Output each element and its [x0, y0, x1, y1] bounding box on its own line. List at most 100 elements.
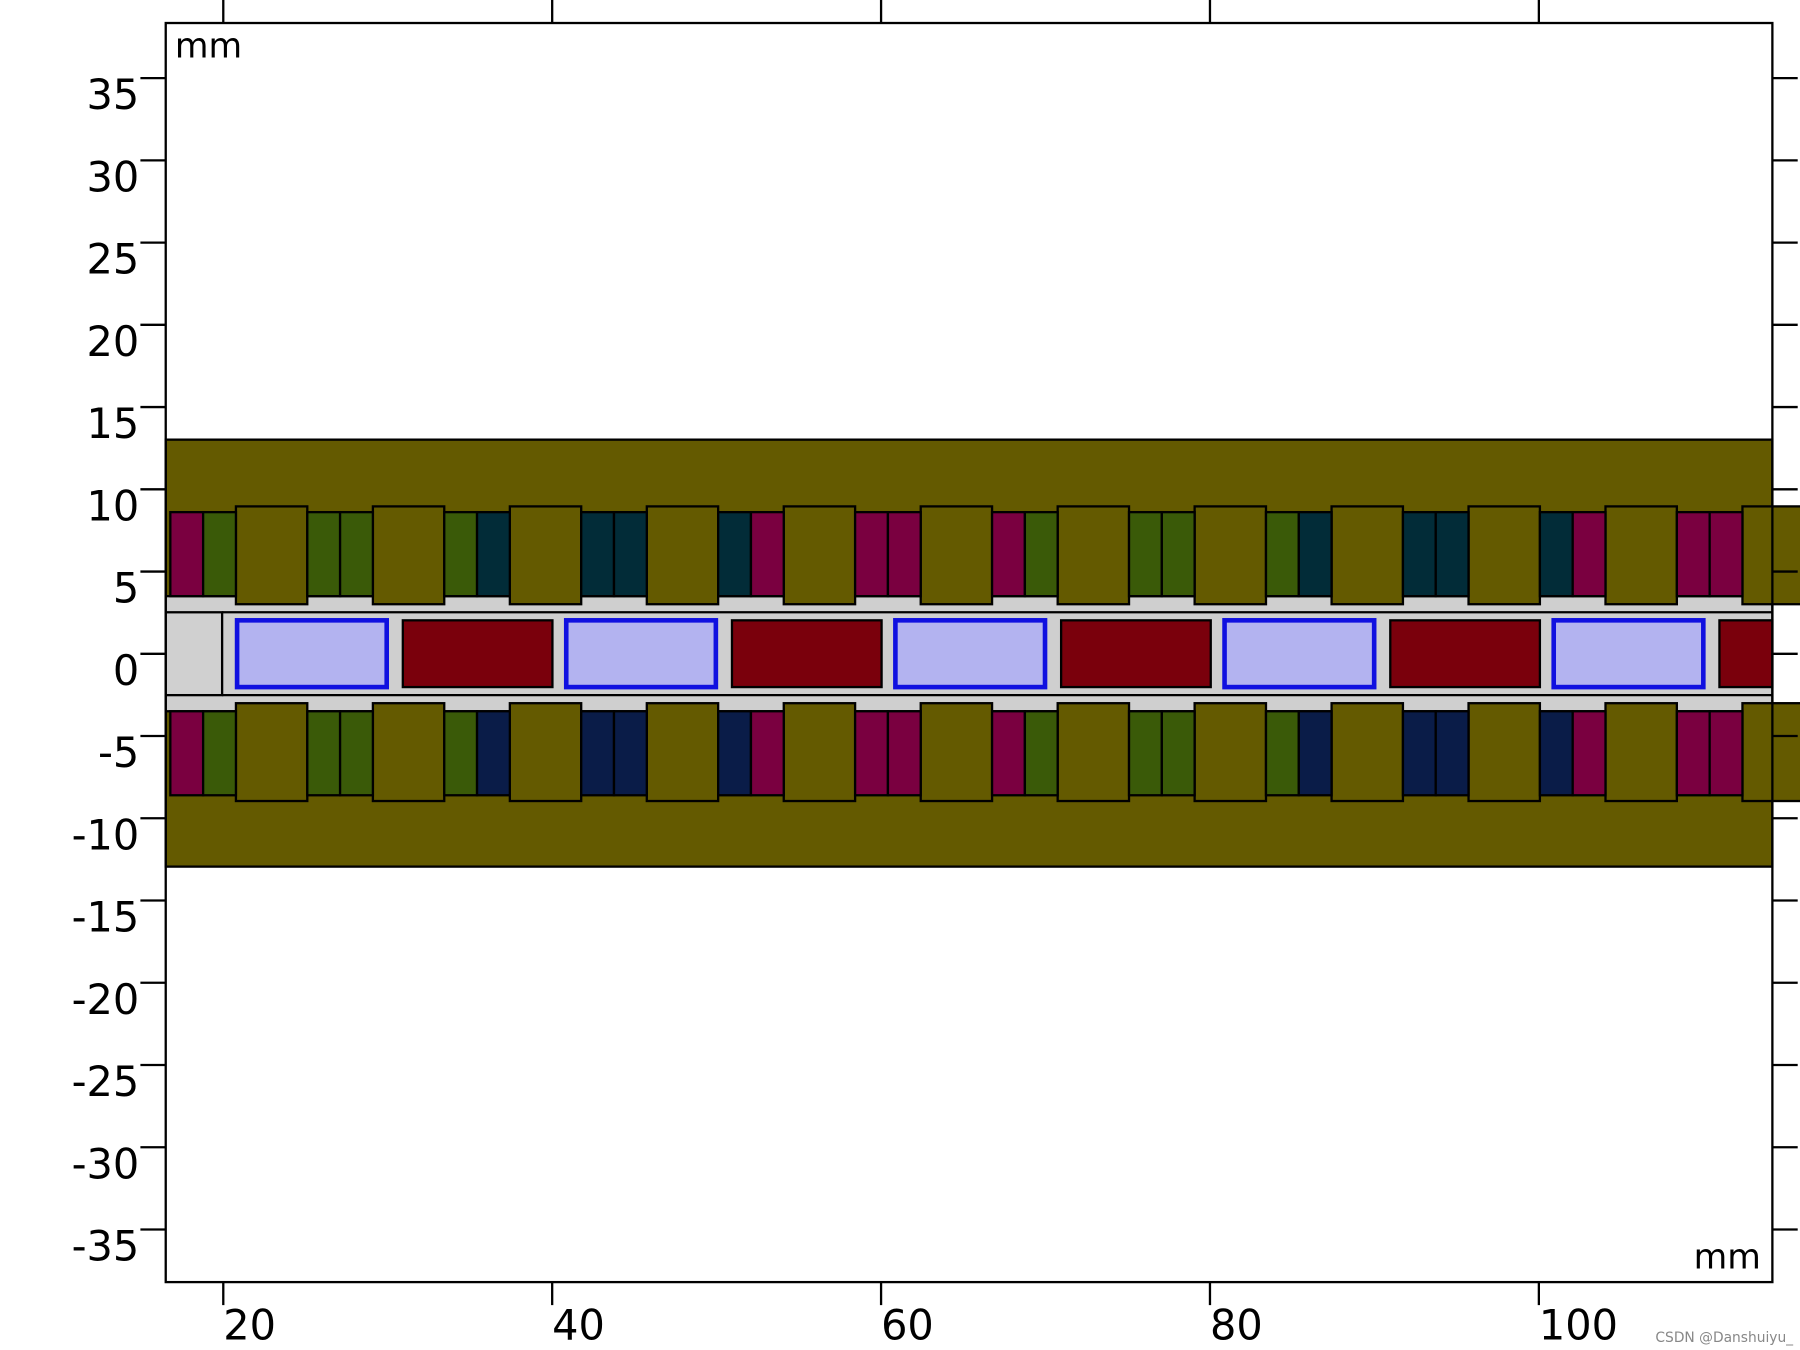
magnet [401, 619, 554, 689]
tooth [1193, 702, 1268, 803]
magnet-selected [1222, 618, 1377, 690]
x-tick-label: 100 [1539, 1302, 1618, 1350]
tooth [1467, 505, 1542, 606]
coil [169, 710, 205, 797]
tooth [782, 505, 857, 606]
coil [306, 510, 342, 598]
watermark: CSDN @Danshuiyu_ [1655, 1330, 1794, 1346]
coil [475, 510, 511, 598]
tooth [371, 505, 446, 606]
tooth [1330, 702, 1405, 803]
y-tick-label: 10 [87, 482, 140, 530]
coil [612, 710, 648, 797]
coil [443, 710, 479, 797]
coil [1434, 510, 1470, 598]
coil [169, 510, 205, 598]
tooth [1741, 702, 1800, 803]
magnet [1389, 619, 1542, 689]
x-tick-label: 60 [881, 1302, 934, 1350]
coil [1264, 510, 1300, 598]
tooth [508, 702, 583, 803]
tooth [1604, 505, 1679, 606]
coil [1538, 510, 1574, 598]
y-tick-label: -5 [98, 729, 139, 777]
coil [1708, 710, 1744, 797]
y-tick-label: -30 [72, 1140, 140, 1188]
tooth [1604, 702, 1679, 803]
coil [717, 710, 753, 797]
coil [717, 510, 753, 598]
mover-end [164, 611, 224, 697]
tooth [508, 505, 583, 606]
coil [1538, 710, 1574, 797]
tooth [645, 702, 720, 803]
tooth [1741, 505, 1800, 606]
coil [1297, 510, 1333, 598]
coil [475, 710, 511, 797]
coil [580, 710, 616, 797]
coil [1401, 510, 1437, 598]
x-tick-label: 20 [223, 1302, 276, 1350]
tooth [919, 702, 994, 803]
y-unit: mm [175, 27, 242, 67]
coil [853, 710, 890, 797]
coil [886, 710, 922, 797]
coil [1023, 510, 1059, 598]
coil [853, 510, 890, 598]
coil [306, 710, 342, 797]
tooth [1056, 505, 1131, 606]
magnet [730, 619, 883, 689]
y-tick-label: 15 [87, 400, 140, 448]
y-tick-label: 0 [113, 647, 139, 695]
coil [201, 510, 238, 598]
coil [1160, 510, 1196, 598]
y-tick-label: -10 [72, 811, 140, 859]
magnet-selected [1551, 618, 1706, 690]
coil [338, 510, 375, 598]
magnet-selected [893, 618, 1048, 690]
tooth [234, 505, 309, 606]
coil [886, 510, 922, 598]
magnet-selected [563, 618, 719, 690]
tooth [1330, 505, 1405, 606]
magnet [1059, 619, 1212, 689]
coil [580, 510, 616, 598]
y-tick-label: 20 [87, 318, 140, 366]
x-tick-label: 40 [552, 1302, 605, 1350]
coil [749, 710, 785, 797]
y-tick-label: 35 [87, 71, 140, 119]
y-tick-label: 5 [113, 565, 139, 613]
geometry [164, 438, 1800, 868]
coil [1297, 710, 1333, 797]
coil [749, 510, 785, 598]
y-tick-label: 30 [87, 153, 140, 201]
coil [1675, 710, 1711, 797]
magnet-selected [234, 618, 390, 690]
tooth [234, 702, 309, 803]
tooth [1467, 702, 1542, 803]
coil [1023, 710, 1059, 797]
coil [1708, 510, 1744, 598]
coil [1571, 710, 1607, 797]
y-tick-label: -15 [72, 894, 140, 942]
coil [990, 710, 1027, 797]
coil [990, 510, 1027, 598]
y-tick-label: -35 [72, 1223, 140, 1271]
y-tick-label: -20 [72, 976, 140, 1024]
tooth [1056, 702, 1131, 803]
coil [201, 710, 238, 797]
coil [1675, 510, 1711, 598]
coil [612, 510, 648, 598]
coil [1571, 510, 1607, 598]
tooth [645, 505, 720, 606]
tooth [782, 702, 857, 803]
coil [443, 510, 479, 598]
tooth [1193, 505, 1268, 606]
plot-frame [164, 21, 1774, 1284]
y-tick-label: 25 [87, 236, 140, 284]
x-unit: mm [1694, 1237, 1761, 1277]
y-tick-label: -25 [72, 1058, 140, 1106]
coil [1264, 710, 1300, 797]
